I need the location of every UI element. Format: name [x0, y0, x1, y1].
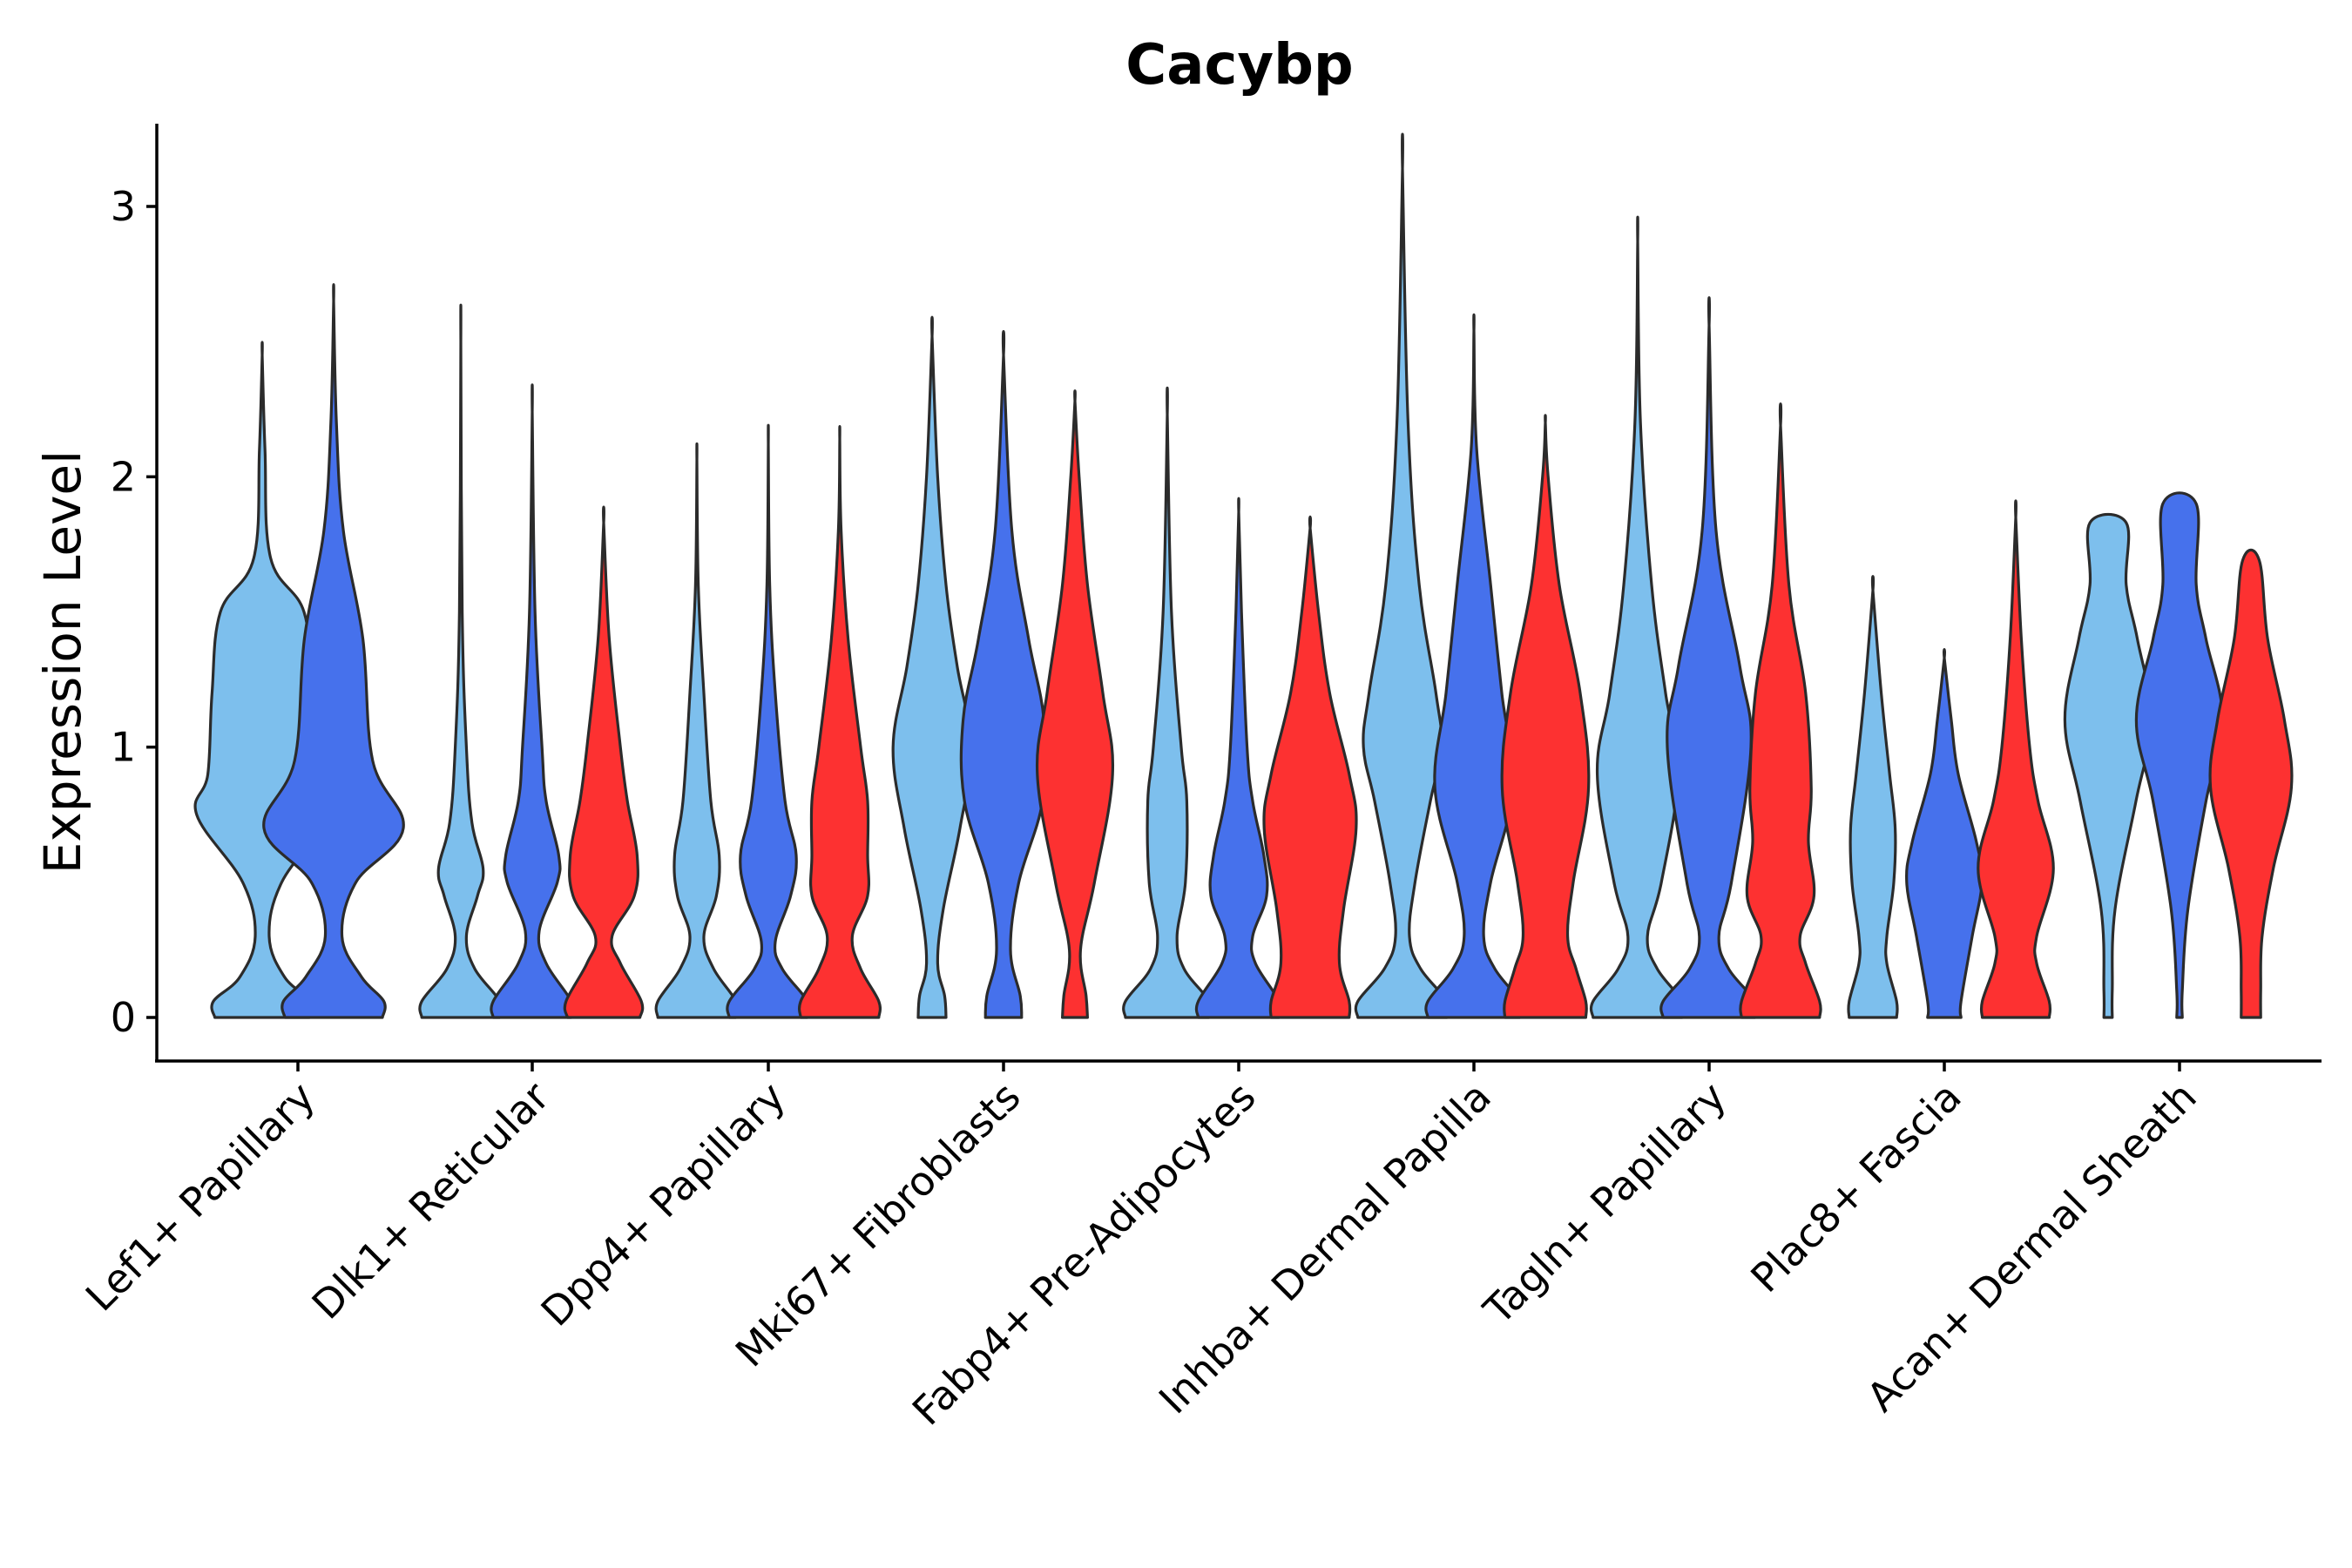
y-tick-label: 1: [111, 724, 136, 771]
violin-mki67-fibroblasts-s1: [959, 330, 1048, 1019]
violin-fabp4-pre-adipocytes-s0: [1122, 386, 1213, 1019]
violin-mki67-fibroblasts-s0: [891, 315, 973, 1019]
violin-plac8-fascia-s0: [1847, 575, 1899, 1019]
y-tick-label: 3: [111, 183, 136, 230]
violin-lef1-papillary-s1: [262, 283, 405, 1019]
violin-inhba-dermal-papilla-s2: [1500, 414, 1591, 1019]
x-tick-label: Plac8+ Fascia: [1741, 1073, 1970, 1301]
y-axis-label: Expression Level: [33, 450, 92, 874]
violin-dpp4-papillary-s2: [797, 425, 882, 1019]
violin-tagln-papillary-s2: [1739, 402, 1822, 1019]
y-ticks: 0 1 2 3: [111, 183, 157, 1041]
violin-inhba-dermal-papilla-s1: [1424, 313, 1524, 1019]
violin-dlk1-reticular-s2: [563, 505, 645, 1019]
x-tick-label: Tagln+ Papillary: [1474, 1073, 1735, 1335]
x-tick-label: Dlk1+ Reticular: [303, 1073, 558, 1328]
violin-tagln-papillary-s0: [1589, 215, 1686, 1019]
violin-dlk1-reticular-s0: [418, 304, 504, 1019]
violin-layer: [193, 132, 2294, 1019]
violin-dpp4-papillary-s0: [654, 442, 740, 1019]
violin-fabp4-pre-adipocytes-s2: [1262, 515, 1358, 1019]
violin-acan-dermal-sheath-s2: [2208, 548, 2294, 1019]
x-tick-label: Lef1+ Papillary: [77, 1073, 324, 1321]
violin-tagln-papillary-s1: [1659, 296, 1759, 1019]
chart-title: Cacybp: [1125, 33, 1353, 98]
violin-plac8-fascia-s2: [1977, 499, 2055, 1019]
violin-mki67-fibroblasts-s2: [1035, 389, 1115, 1019]
violin-dlk1-reticular-s1: [490, 383, 575, 1019]
violin-plac8-fascia-s1: [1905, 648, 1984, 1019]
y-tick-label: 0: [111, 994, 136, 1041]
x-tick-label: Dpp4+ Papillary: [532, 1073, 794, 1335]
violin-dpp4-papillary-s1: [726, 423, 811, 1019]
violin-fabp4-pre-adipocytes-s1: [1194, 497, 1283, 1019]
y-tick-label: 2: [111, 453, 136, 500]
violin-inhba-dermal-papilla-s0: [1354, 132, 1451, 1019]
violin-acan-dermal-sheath-s1: [2134, 491, 2225, 1019]
violin-acan-dermal-sheath-s0: [2063, 512, 2153, 1019]
